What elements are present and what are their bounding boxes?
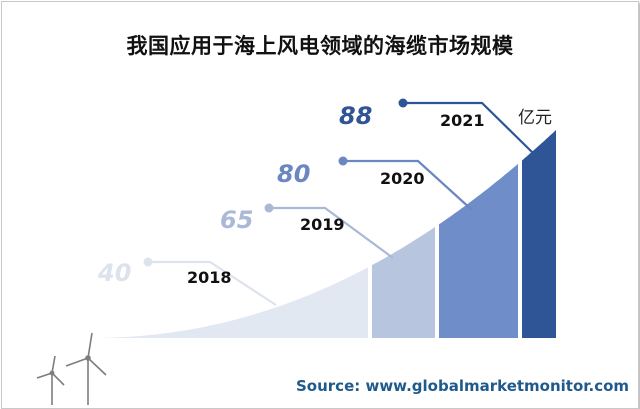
category-label-2019: 2019 — [300, 215, 345, 234]
bar-group — [88, 130, 556, 338]
bar-2019 — [372, 227, 435, 338]
value-label-2020: 80 — [277, 160, 310, 188]
leader-line-2018 — [148, 260, 277, 306]
source-note: Source: www.globalmarketmonitor.com — [296, 377, 630, 395]
value-labels: 40 65 80 88 — [97, 102, 372, 287]
value-label-2018: 40 — [97, 259, 131, 287]
bar-2018 — [88, 267, 368, 338]
leader-lines — [143, 98, 534, 306]
leader-dot-2018 — [143, 257, 153, 267]
bar-2020 — [439, 163, 518, 338]
leader-dot-2021 — [398, 98, 408, 108]
leader-line-2021 — [403, 101, 534, 154]
category-label-2020: 2020 — [380, 169, 425, 188]
chart-title: 我国应用于海上风电领域的海缆市场规模 — [126, 34, 514, 58]
category-label-2018: 2018 — [187, 268, 232, 287]
leader-dot-2019 — [264, 203, 274, 213]
wind-turbine-icon — [36, 332, 107, 405]
leader-line-2020 — [343, 159, 473, 211]
category-labels: 2018 2019 2020 2021 — [187, 111, 485, 287]
leader-line-2019 — [269, 206, 394, 259]
category-label-2021: 2021 — [440, 111, 485, 130]
unit-label: 亿元 — [518, 108, 552, 128]
value-label-2021: 88 — [339, 102, 372, 130]
value-label-2019: 65 — [220, 206, 253, 234]
leader-dot-2020 — [338, 156, 348, 166]
bar-2021 — [522, 130, 556, 338]
